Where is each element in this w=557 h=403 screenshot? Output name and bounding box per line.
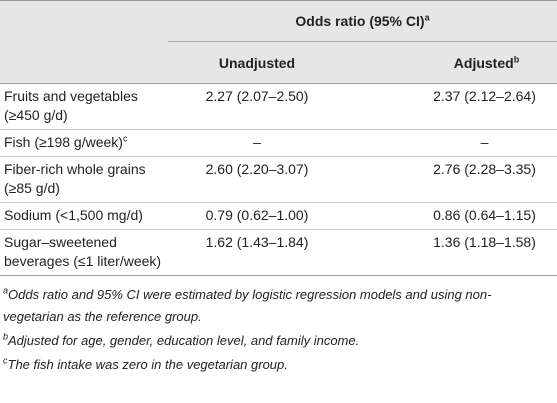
row-label-cell: Fish (≥198 g/week)c (0, 129, 168, 157)
table-header: Odds ratio (95% CI)a Unadjusted Adjustedb (0, 0, 557, 84)
row-label: Fish (≥198 g/week) (4, 134, 123, 150)
value-cell: 2.60 (2.20–3.07) (168, 156, 346, 203)
table-row: Sodium (<1,500 mg/d) 0.79 (0.62–1.00) 0.86… (0, 202, 557, 230)
value-cell: 1.36 (1.18–1.58) (346, 229, 557, 276)
row-label-cell: Sodium (<1,500 mg/d) (0, 202, 168, 230)
row-label: Sugar–sweetened beverages (≤1 liter/week… (4, 234, 162, 269)
row-label-cell: Sugar–sweetened beverages (≤1 liter/week… (0, 229, 168, 276)
footnote-marker: b (513, 53, 520, 64)
row-label-cell: Fruits and vegetables (≥450 g/d) (0, 83, 168, 130)
value-cell: 0.86 (0.64–1.15) (346, 202, 557, 230)
footnotes: aOdds ratio and 95% CI were estimated by… (0, 284, 543, 376)
group-header: Odds ratio (95% CI)a (168, 0, 557, 42)
footnote-marker: b (3, 331, 9, 342)
value-cell: 0.79 (0.62–1.00) (168, 202, 346, 230)
value-cell: 2.27 (2.07–2.50) (168, 83, 346, 130)
row-label: Fruits and vegetables (≥450 g/d) (4, 88, 138, 123)
footnote-text: Adjusted for age, gender, education leve… (8, 333, 360, 348)
group-title: Odds ratio (95% CI) (295, 13, 425, 29)
value-cell: 1.62 (1.43–1.84) (168, 229, 346, 276)
header-spacer (0, 0, 168, 42)
column-title: Adjusted (453, 54, 514, 71)
column-header: Adjustedb (346, 41, 557, 84)
column-header: Unadjusted (168, 41, 346, 84)
row-label: Sodium (<1,500 mg/d) (4, 207, 143, 223)
value-cell: 2.76 (2.28–3.35) (346, 156, 557, 203)
odds-table: Odds ratio (95% CI)a Unadjusted Adjustedb… (0, 0, 557, 276)
footnote: bAdjusted for age, gender, education lev… (3, 330, 543, 352)
header-row: Unadjusted Adjustedb (0, 41, 557, 84)
value-cell: – (346, 129, 557, 157)
footnote-marker: c (122, 133, 128, 144)
table-row: Fruits and vegetables (≥450 g/d) 2.27 (2.… (0, 83, 557, 130)
footnote-text: The fish intake was zero in the vegetari… (7, 357, 288, 372)
value-cell: 2.37 (2.12–2.64) (346, 83, 557, 130)
table-row: Fiber-rich whole grains (≥85 g/d) 2.60 (2… (0, 156, 557, 203)
header-row: Odds ratio (95% CI)a (0, 0, 557, 42)
value-cell: – (168, 129, 346, 157)
row-label-cell: Fiber-rich whole grains (≥85 g/d) (0, 156, 168, 203)
column-title: Unadjusted (218, 54, 296, 71)
footnote-marker: a (3, 285, 9, 296)
footnote-marker: a (424, 12, 430, 23)
footnote-marker: c (3, 355, 8, 366)
table-row: Fish (≥198 g/week)c – – (0, 129, 557, 157)
table-body: Fruits and vegetables (≥450 g/d) 2.27 (2.… (0, 83, 557, 276)
row-label: Fiber-rich whole grains (≥85 g/d) (4, 161, 146, 196)
footnote-text: Odds ratio and 95% CI were estimated by … (3, 287, 492, 324)
footnote: aOdds ratio and 95% CI were estimated by… (3, 284, 543, 328)
header-spacer (0, 41, 168, 84)
table-row: Sugar–sweetened beverages (≤1 liter/week… (0, 229, 557, 276)
footnote: cThe fish intake was zero in the vegetar… (3, 354, 543, 376)
